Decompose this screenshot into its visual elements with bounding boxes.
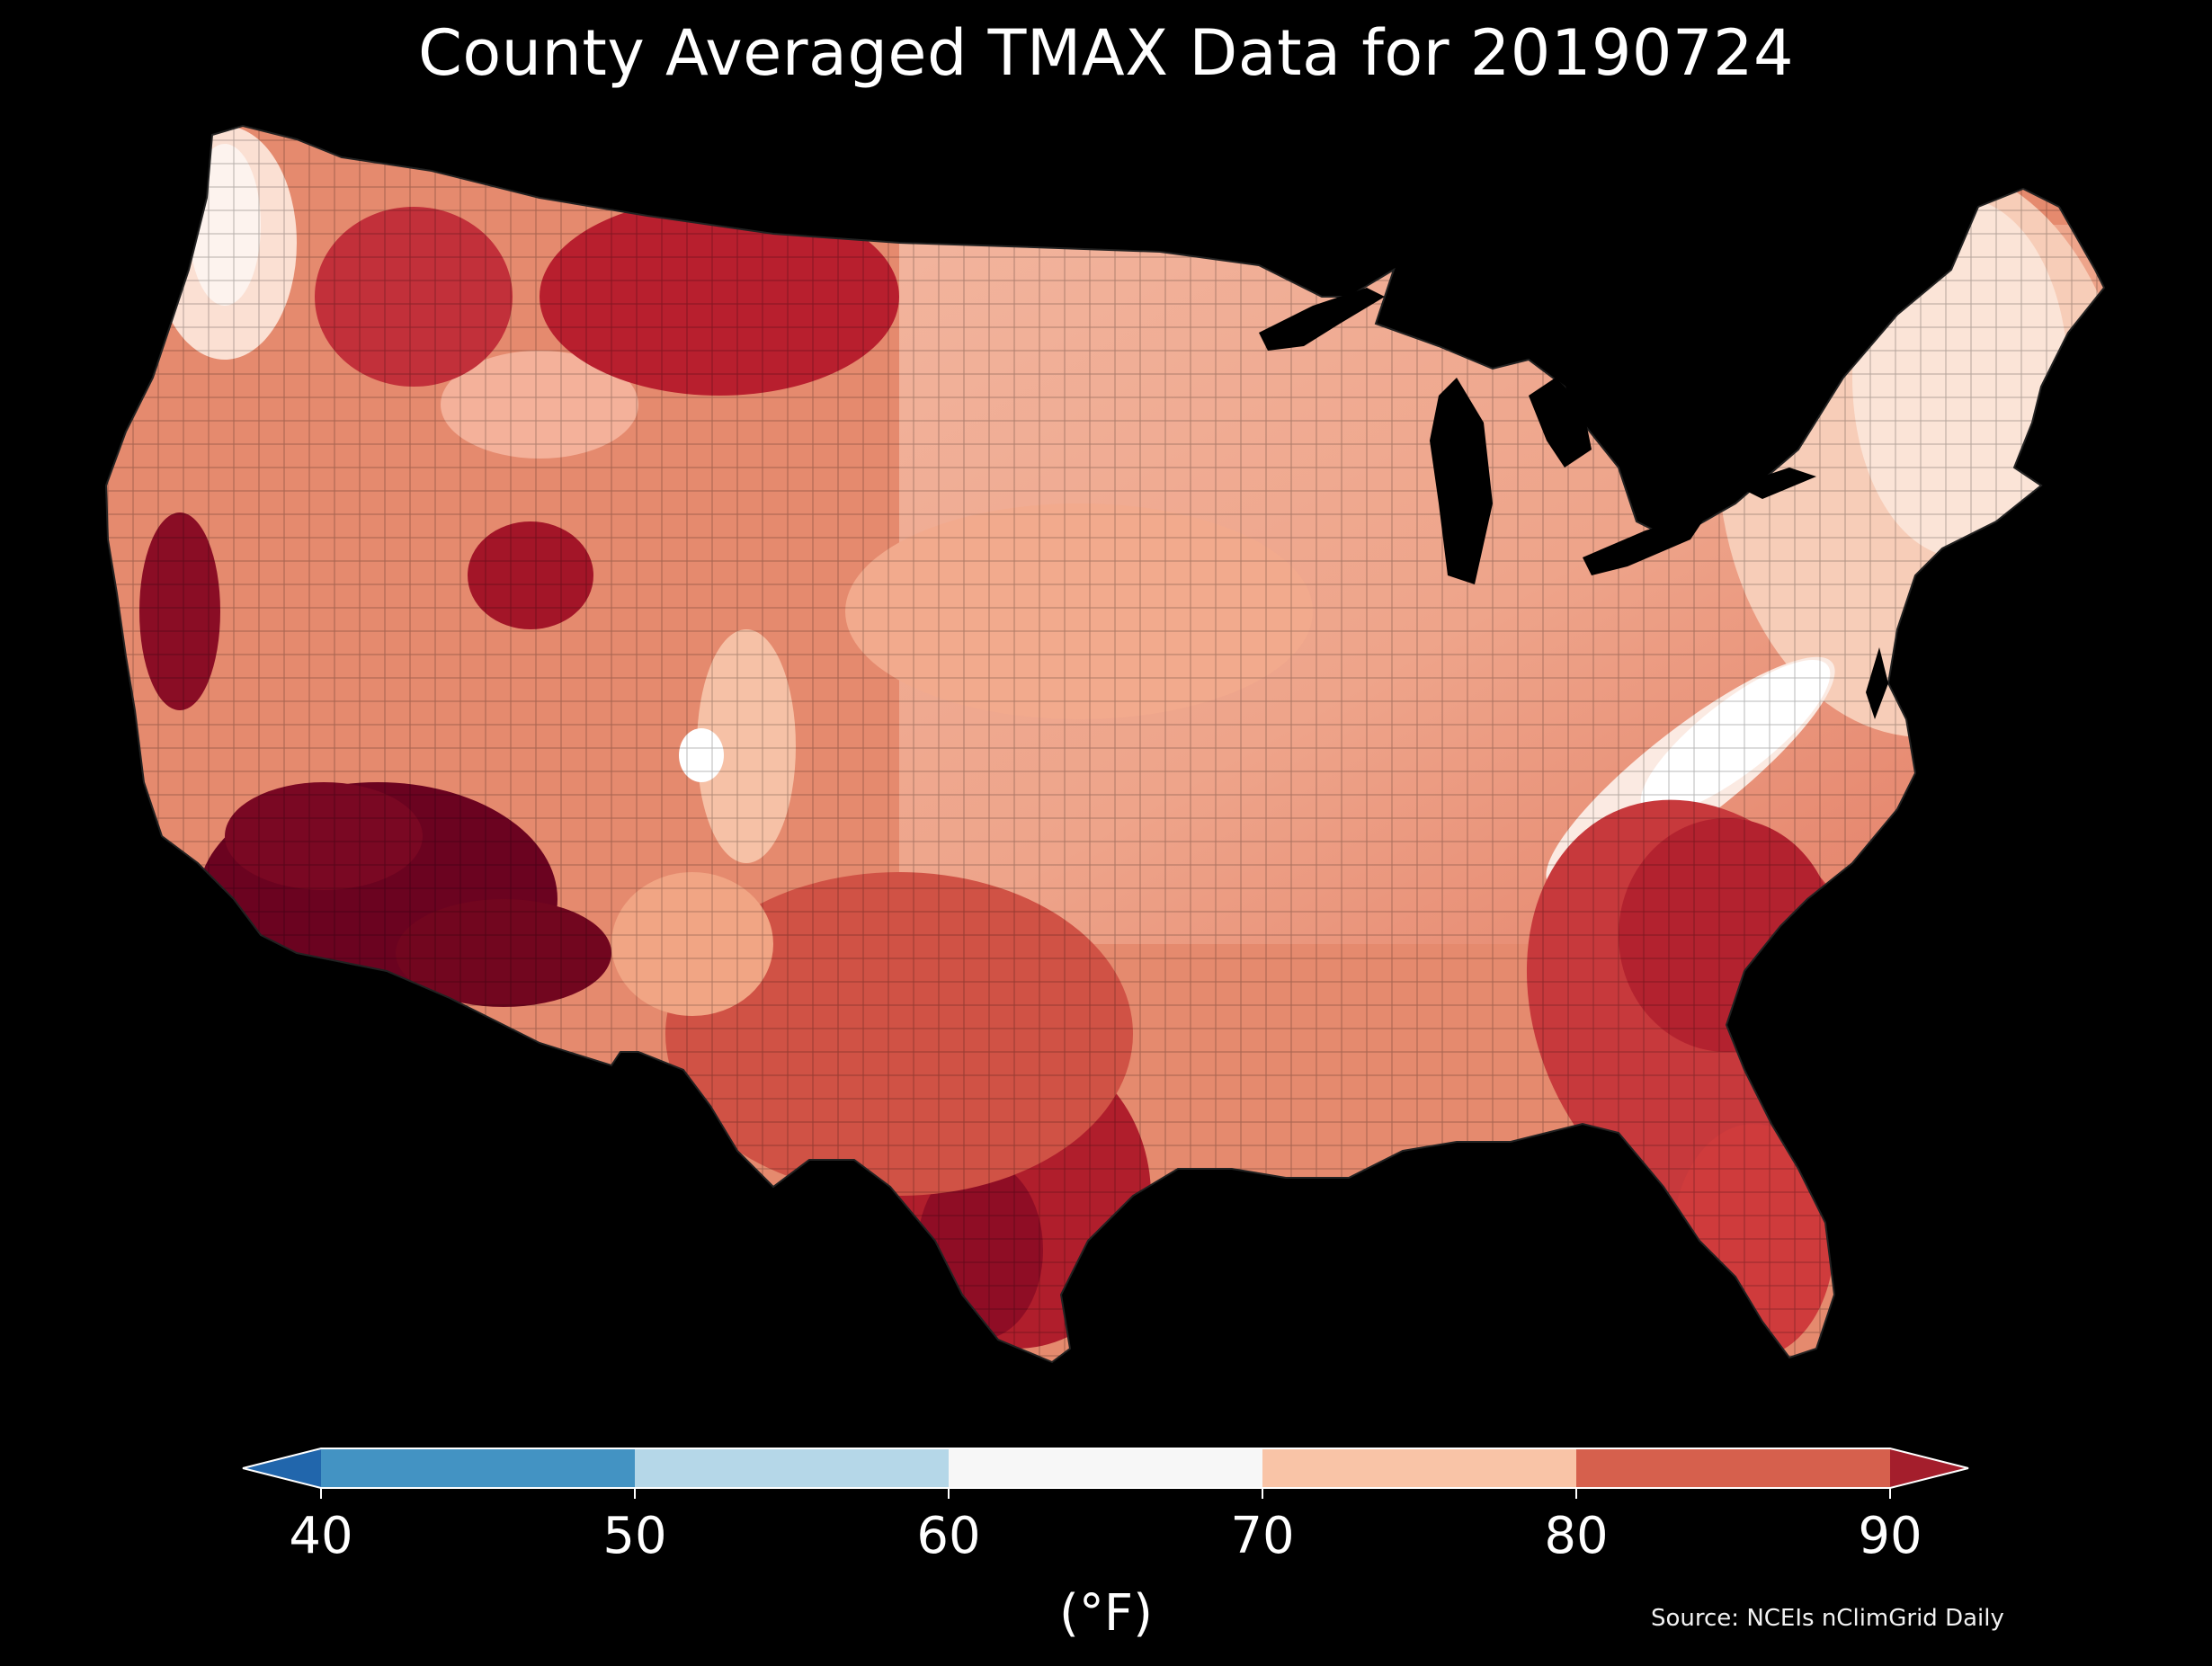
lake-huron [1529, 378, 1592, 468]
tick-label-40: 40 [289, 1507, 353, 1565]
tick-label-60: 60 [916, 1507, 981, 1565]
colorbar-extend-high [1890, 1448, 1968, 1488]
colorbar-bin-60-70 [949, 1448, 1262, 1488]
source-credit: Source: NCEIs nClimGrid Daily [1651, 1605, 2004, 1632]
tick-label-80: 80 [1544, 1507, 1609, 1565]
colorbar-extend-low [243, 1448, 321, 1488]
lake-superior [1259, 288, 1385, 351]
chesapeake-bay [1866, 647, 1888, 719]
colorbar-bin-40-50 [321, 1448, 635, 1488]
tick-label-90: 90 [1858, 1507, 1922, 1565]
great-lakes [1259, 288, 1816, 584]
lake-erie [1583, 512, 1708, 575]
tick-label-70: 70 [1230, 1507, 1295, 1565]
lake-ontario [1735, 468, 1816, 499]
tick-label-50: 50 [602, 1507, 667, 1565]
lake-michigan [1430, 378, 1493, 584]
map-title: County Averaged TMAX Data for 20190724 [417, 16, 1795, 90]
us-county-map [105, 125, 2105, 1363]
colorbar-bin-50-60 [635, 1448, 949, 1488]
colorbar-bin-80-90 [1576, 1448, 1890, 1488]
colorbar-unit-label: (°F) [1059, 1584, 1153, 1643]
colorbar-bin-70-80 [1262, 1448, 1576, 1488]
